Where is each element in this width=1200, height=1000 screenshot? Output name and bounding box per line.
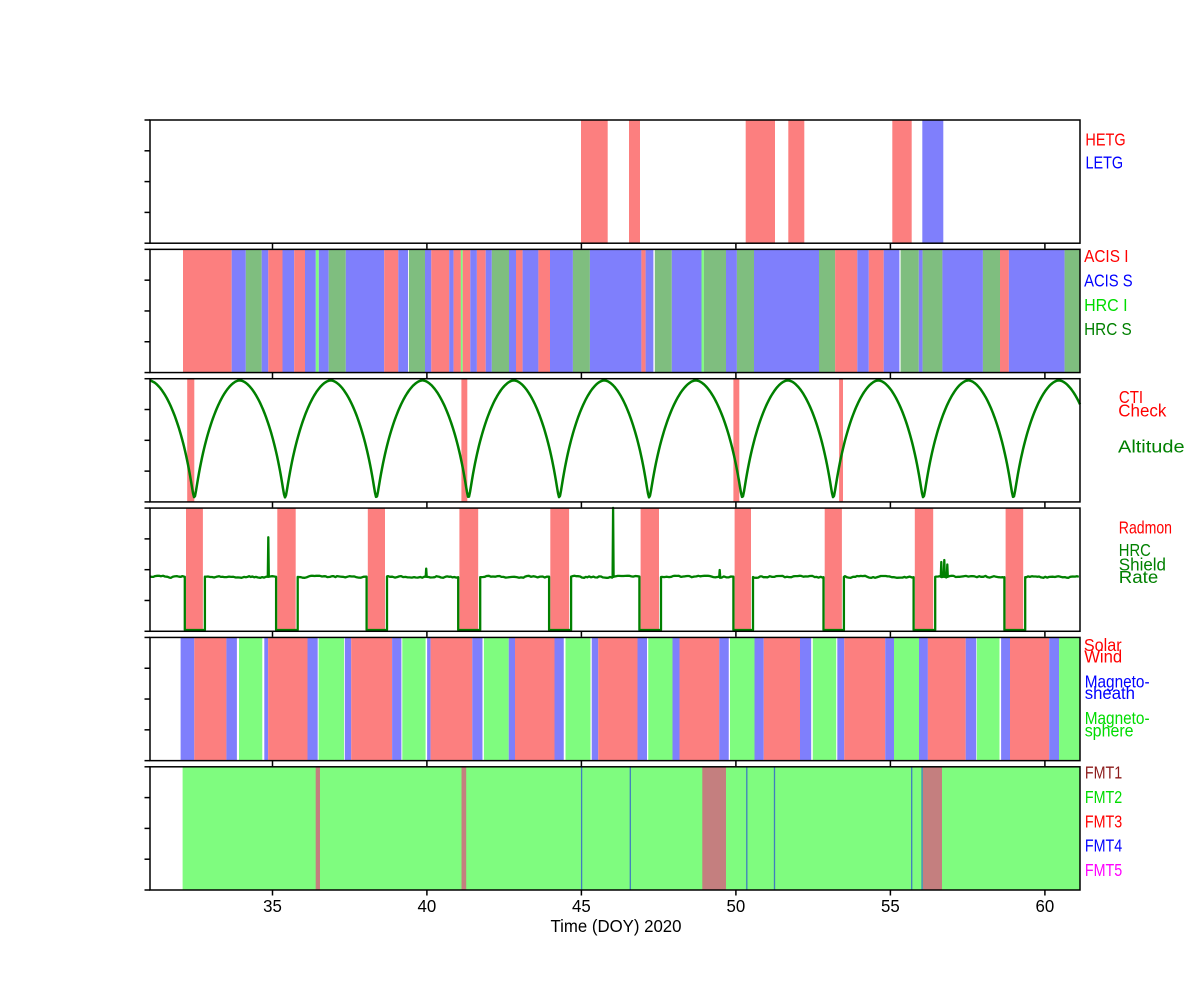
svg-text:FMT2: FMT2 xyxy=(1085,787,1122,807)
svg-text:Altitude: Altitude xyxy=(1118,437,1185,457)
svg-text:35: 35 xyxy=(263,896,282,916)
svg-text:Solar: Solar xyxy=(1084,635,1122,655)
svg-text:Wind: Wind xyxy=(1084,646,1122,666)
svg-text:sheath: sheath xyxy=(1085,683,1135,703)
svg-text:FMT3: FMT3 xyxy=(1085,811,1122,831)
svg-text:Time (DOY) 2020: Time (DOY) 2020 xyxy=(551,916,682,936)
svg-text:HETG: HETG xyxy=(1085,129,1125,149)
svg-text:sphere: sphere xyxy=(1085,720,1134,740)
svg-text:45: 45 xyxy=(572,896,591,916)
svg-text:55: 55 xyxy=(881,896,900,916)
svg-text:HRC I: HRC I xyxy=(1084,295,1128,315)
svg-text:Radmon: Radmon xyxy=(1119,517,1172,537)
svg-text:ACIS I: ACIS I xyxy=(1084,246,1128,266)
svg-text:CTI: CTI xyxy=(1119,387,1143,407)
svg-text:50: 50 xyxy=(727,896,746,916)
svg-text:Magneto-: Magneto- xyxy=(1085,708,1150,728)
svg-text:HRC: HRC xyxy=(1119,540,1151,560)
svg-text:60: 60 xyxy=(1036,896,1055,916)
svg-text:FMT4: FMT4 xyxy=(1085,836,1123,856)
svg-text:Rate: Rate xyxy=(1119,567,1158,587)
svg-text:Check: Check xyxy=(1118,401,1166,421)
svg-text:ACIS S: ACIS S xyxy=(1084,270,1133,290)
svg-text:FMT5: FMT5 xyxy=(1085,860,1122,880)
svg-text:FMT1: FMT1 xyxy=(1085,763,1122,783)
svg-text:Magneto-: Magneto- xyxy=(1085,671,1150,691)
svg-text:LETG: LETG xyxy=(1086,153,1124,173)
svg-text:HRC S: HRC S xyxy=(1084,319,1132,339)
svg-text:Shield: Shield xyxy=(1119,554,1166,574)
svg-text:40: 40 xyxy=(418,896,437,916)
